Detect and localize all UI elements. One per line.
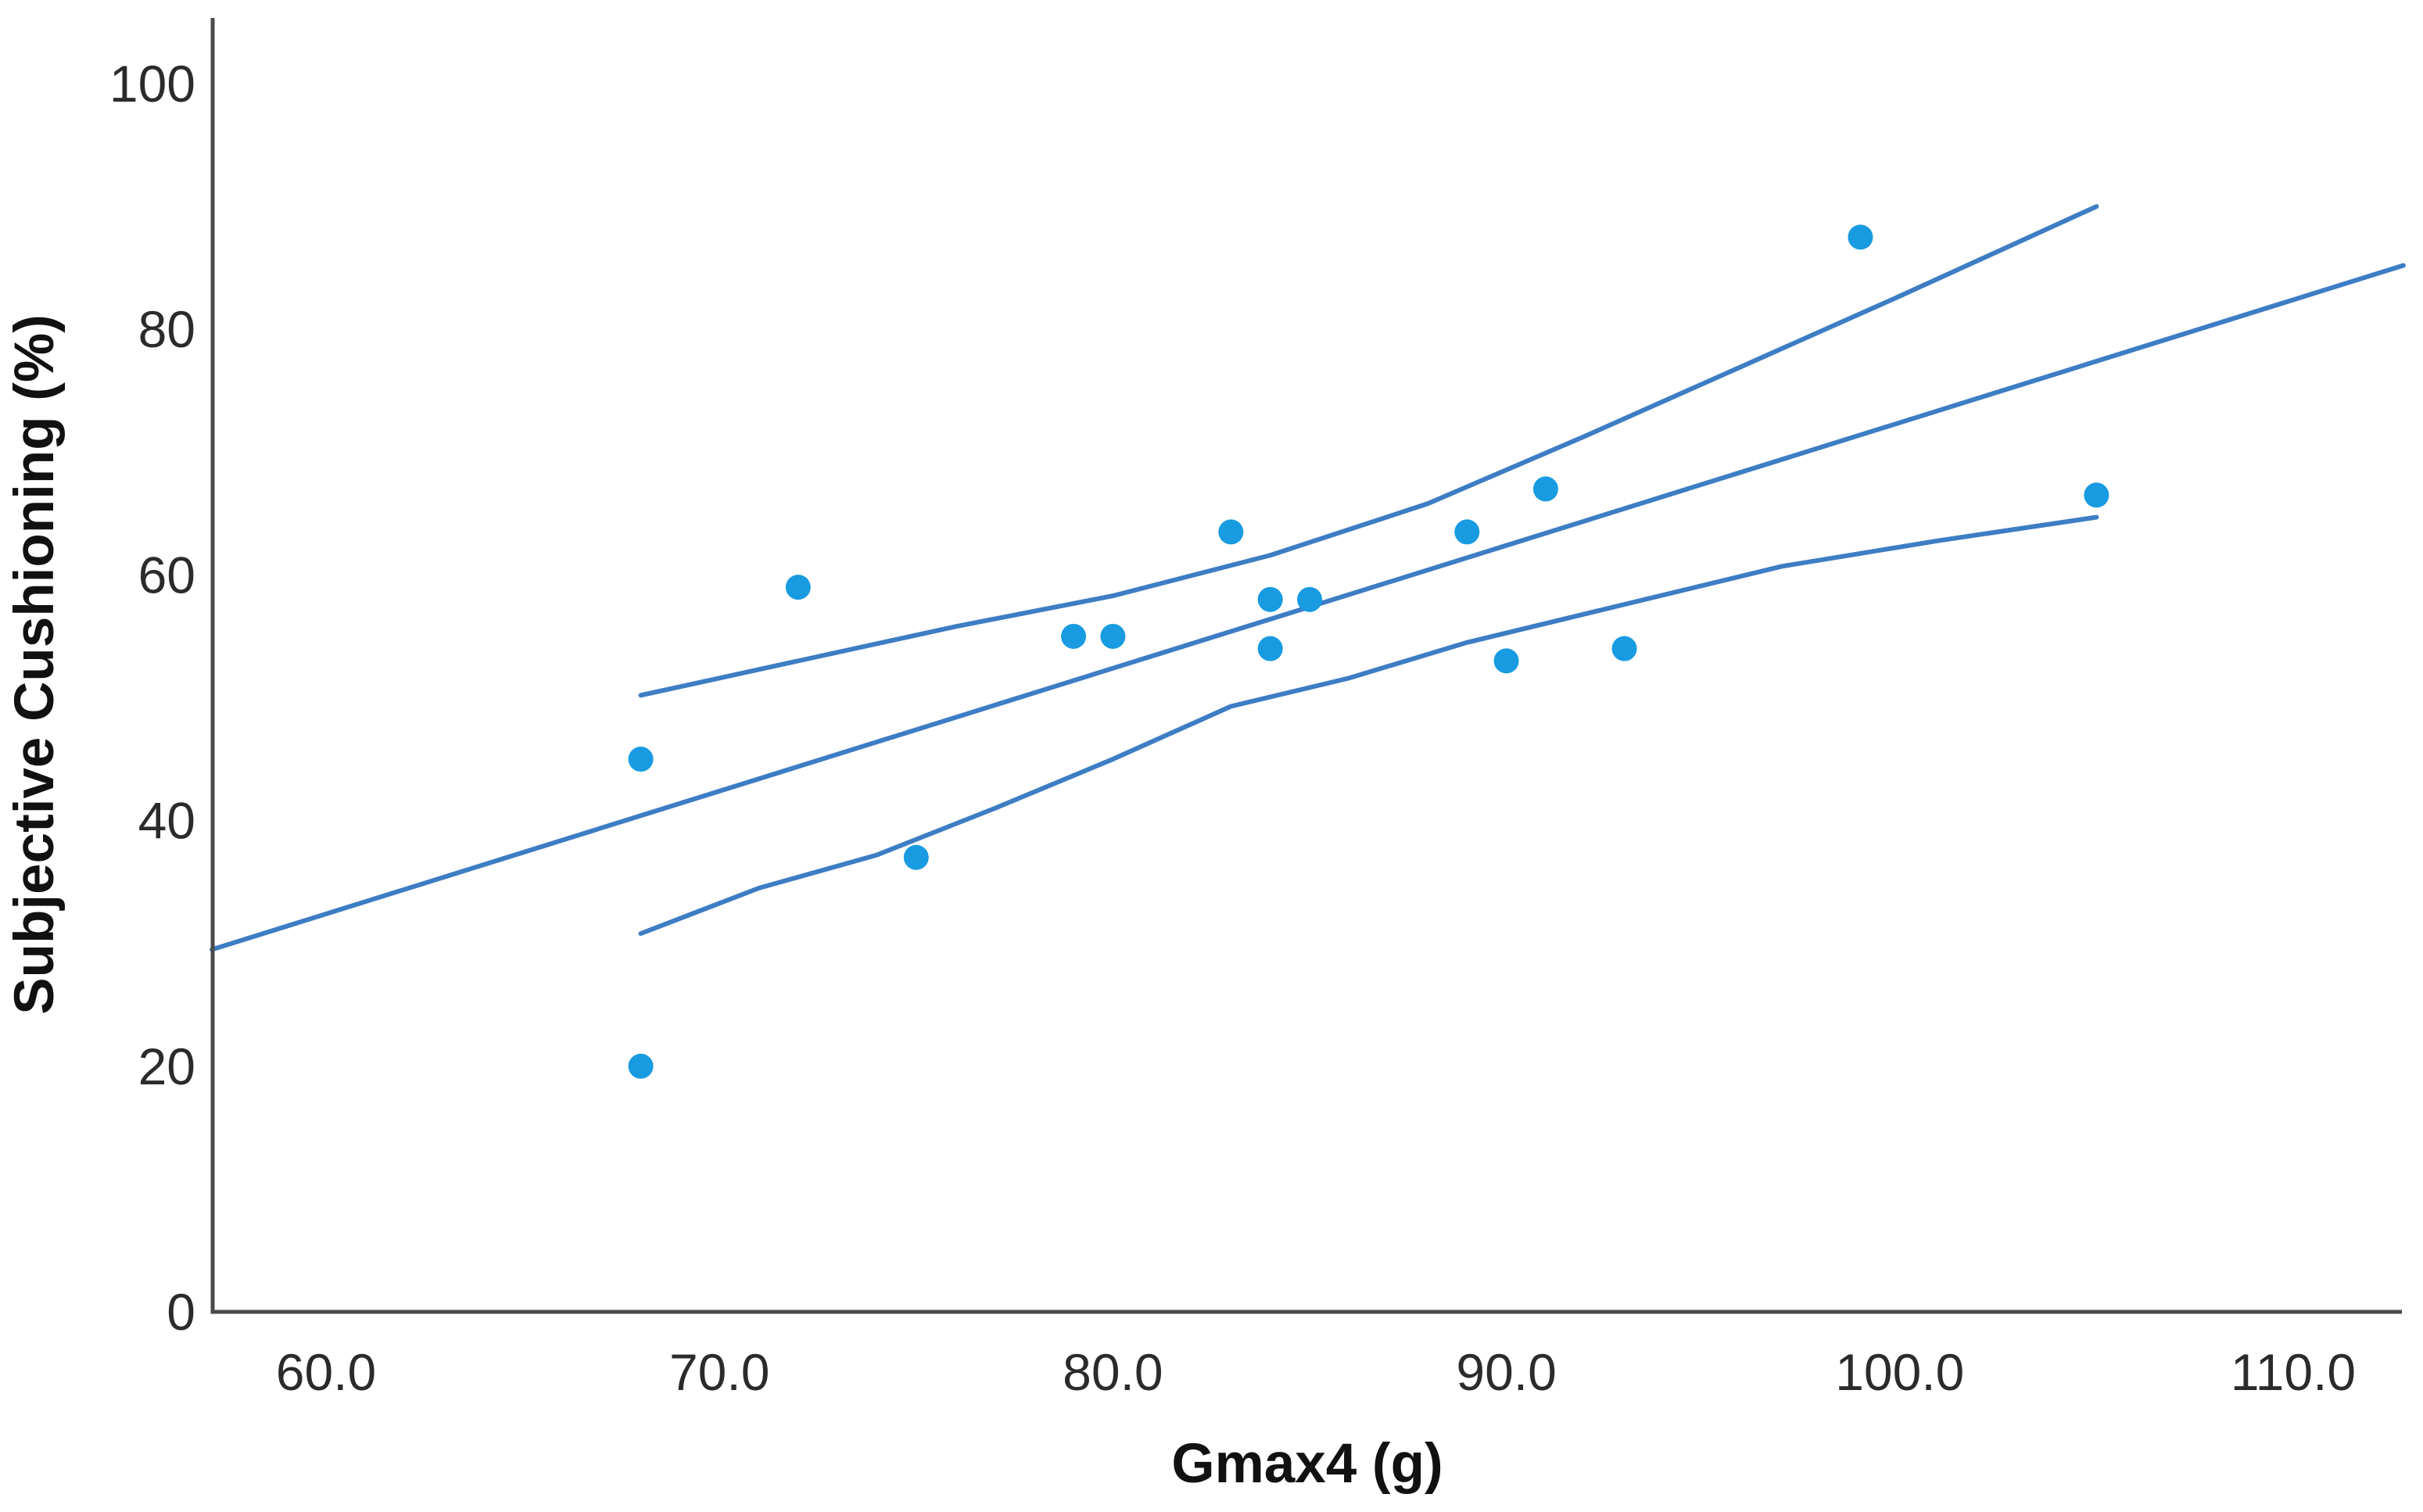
data-point — [1848, 224, 1873, 250]
confidence-interval-upper-curve — [638, 204, 2099, 698]
x-tick-label: 70.0 — [669, 1343, 769, 1401]
x-axis-title: Gmax4 (g) — [1171, 1433, 1443, 1495]
x-tick-label: 60.0 — [276, 1343, 376, 1401]
confidence-interval-lower-curve — [638, 514, 2099, 937]
data-point — [1493, 648, 1519, 674]
data-point — [1611, 636, 1637, 661]
data-point — [903, 844, 929, 870]
data-point — [785, 575, 811, 600]
y-axis-title: Subjective Cushioning (%) — [4, 314, 66, 1014]
data-point — [2084, 482, 2109, 508]
y-tick-label: 100 — [109, 55, 195, 113]
y-tick-label: 0 — [167, 1283, 195, 1341]
x-tick-label: 110.0 — [2231, 1343, 2356, 1401]
data-point — [1454, 519, 1480, 545]
y-tick-label: 40 — [138, 792, 195, 850]
data-point — [1257, 636, 1283, 661]
x-axis-tick-labels: 60.0 70.0 80.0 90.0 100.0 110.0 — [276, 1343, 2356, 1401]
data-point — [1297, 586, 1322, 612]
axis-lines — [210, 18, 2402, 1314]
y-tick-label: 80 — [138, 300, 195, 358]
x-tick-label: 100.0 — [1835, 1343, 1964, 1401]
data-point — [1532, 476, 1558, 502]
y-axis-tick-labels: 0 20 40 60 80 100 — [109, 55, 195, 1341]
data-point — [1061, 623, 1087, 649]
data-point — [628, 747, 654, 772]
data-point — [1218, 519, 1244, 545]
scatter-points — [628, 224, 2109, 1079]
data-point — [1100, 623, 1126, 649]
x-tick-label: 80.0 — [1063, 1343, 1163, 1401]
x-tick-label: 90.0 — [1456, 1343, 1556, 1401]
data-point — [628, 1053, 654, 1079]
y-tick-label: 60 — [138, 546, 195, 604]
y-tick-label: 20 — [138, 1037, 195, 1095]
data-point — [1257, 586, 1283, 612]
